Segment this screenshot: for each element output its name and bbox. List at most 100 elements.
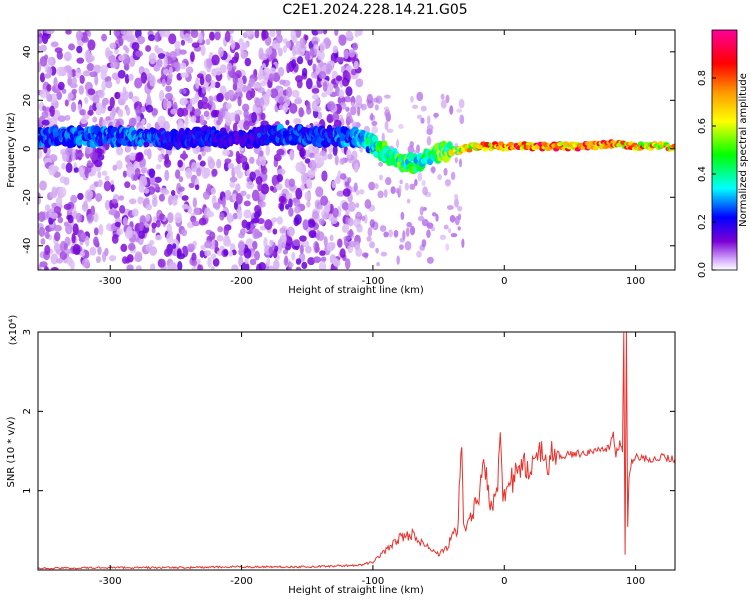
spectrogram-cell [291, 35, 298, 44]
spectrogram-cell [249, 171, 256, 182]
spectrogram-cell [335, 56, 345, 63]
spectrogram-cell [128, 91, 134, 100]
spectrogram-cell [141, 118, 146, 125]
spectrogram-cell [191, 42, 200, 48]
spectrogram-cell [304, 158, 311, 164]
spectrogram-cell [399, 237, 405, 243]
spectrogram-cell [354, 162, 359, 174]
spectrogram-cell [229, 176, 238, 183]
spectrogram-cell [347, 217, 354, 227]
spectrogram-cell [237, 96, 242, 107]
spectrogram-cell [54, 231, 61, 242]
spectrogram-cell [379, 174, 383, 181]
spectrogram-cell [277, 168, 286, 176]
spectrogram-cell [375, 247, 379, 254]
spectrogram-cell [81, 36, 89, 43]
spectrogram-cell [435, 213, 439, 222]
spectrogram-cell [360, 103, 367, 111]
spectrogram-cell [444, 179, 452, 187]
spectrogram-cell [294, 205, 301, 214]
spectrogram-cell [128, 73, 134, 81]
spectrogram-cell [201, 96, 209, 105]
spectrogram-cell [421, 239, 427, 248]
spectrogram-cell [302, 219, 309, 231]
spectrogram-cell [315, 186, 324, 198]
spectrogram-cell [279, 227, 287, 234]
spectrogram-cell [118, 195, 125, 201]
spectrogram-cell [89, 246, 97, 256]
spectrogram-cell [158, 193, 165, 202]
spectrogram-cell [249, 258, 257, 266]
spectrogram-cell [217, 226, 224, 233]
spectrogram-cell [138, 221, 145, 231]
colorbar-tick-label: 0.4 [697, 166, 708, 182]
spectrogram-cell [288, 207, 294, 217]
spectrogram-cell [286, 62, 291, 74]
spectrogram-cell [300, 184, 305, 191]
spectrogram-cell [240, 157, 248, 163]
spectrogram-cell [214, 31, 221, 41]
spectrogram-cell [76, 152, 84, 158]
spectrogram-cell [115, 160, 123, 170]
spectrogram-cell [342, 77, 350, 87]
spectrogram-cell [70, 101, 77, 113]
spectrogram-cell [71, 76, 77, 87]
spectrogram-cell [75, 68, 82, 79]
spectrogram-cell [223, 241, 232, 247]
spectrogram-cell [279, 79, 286, 85]
spectrogram-cell [238, 78, 244, 90]
spectrogram-cell [130, 184, 137, 191]
spectrogram-cell [161, 189, 170, 195]
spectrogram-cell [168, 33, 177, 45]
spectrogram-cell [313, 106, 322, 112]
spectrogram-cell [57, 81, 65, 91]
spectrogram-cell [161, 78, 166, 88]
spectrogram-cell [336, 75, 343, 82]
spectrogram-cell [292, 45, 297, 57]
spectrogram-cell [219, 212, 225, 221]
spectrogram-cell [321, 92, 328, 98]
spectrogram-cell [155, 234, 163, 241]
spectrogram-cell [454, 193, 459, 200]
spectrogram-cell [98, 224, 104, 236]
spectrogram-cell [350, 105, 357, 116]
spectrogram-cell [384, 94, 391, 99]
spectrogram-cell [185, 66, 194, 74]
spectrogram-cell [177, 159, 183, 168]
colorbar-gradient [711, 29, 738, 271]
snr-y-tick-label: 3 [22, 329, 33, 335]
spectrogram-cell [191, 259, 198, 267]
spectrogram-cell [97, 246, 102, 256]
spectrogram-x-tick-label: 100 [626, 276, 645, 287]
spectrogram-cell [44, 231, 50, 240]
spectrogram-y-axis-label: Frequency (Hz) [6, 112, 17, 188]
spectrogram-cell [295, 258, 302, 265]
spectrogram-cell [174, 40, 181, 50]
spectrogram-cell [285, 192, 293, 201]
spectrogram-cell [323, 236, 328, 248]
spectrogram-cell [71, 152, 76, 161]
spectrogram-cell [254, 30, 260, 39]
spectrogram-cell [416, 114, 423, 120]
spectrogram-cell [457, 226, 461, 231]
spectrogram-cell [353, 60, 359, 70]
spectrogram-cell [358, 189, 365, 195]
spectrogram-x-tick-label: -200 [230, 276, 253, 287]
spectrogram-cell [166, 100, 172, 109]
spectrogram-cell [251, 189, 260, 202]
spectrogram-cell [211, 168, 218, 177]
spectrogram-cell [158, 30, 166, 38]
spectrogram-cell [82, 70, 91, 77]
spectrogram-cell [167, 72, 173, 79]
spectrogram-cell [95, 256, 101, 264]
spectrogram-cell [73, 167, 80, 173]
spectrogram-cell [76, 45, 83, 54]
spectrogram-cell [354, 30, 359, 38]
spectrogram-cell [309, 159, 317, 171]
spectrogram-cell [352, 42, 359, 51]
spectrogram-cell [284, 255, 289, 266]
spectrogram-cell [210, 187, 217, 195]
spectrogram-cell [196, 167, 202, 177]
spectrogram-y-tick-label: -20 [22, 189, 33, 205]
